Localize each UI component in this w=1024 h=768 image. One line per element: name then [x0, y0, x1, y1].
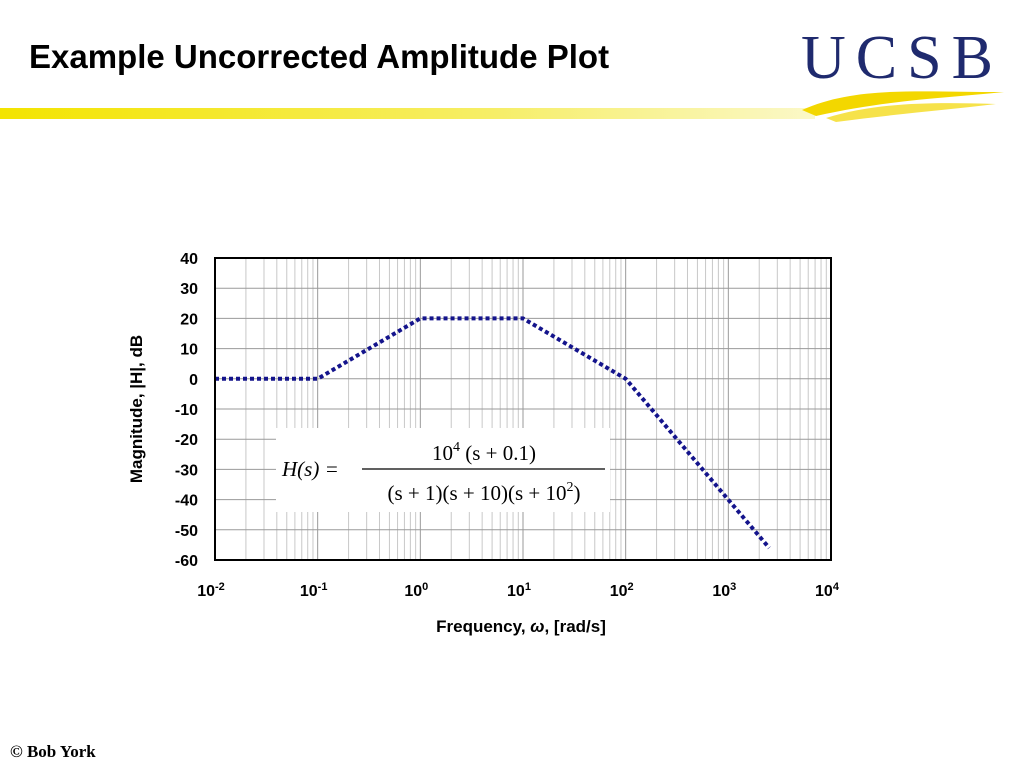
x-tick-label: 10-1: [300, 581, 328, 600]
title-underline: [0, 108, 815, 119]
y-tick-labels: 40 30 20 10 0 -10 -20 -30 -40 -50 -60: [175, 251, 198, 570]
x-tick-label: 101: [507, 581, 531, 600]
y-tick-label: 0: [189, 372, 198, 389]
x-axis-label-prefix: Frequency,: [436, 617, 530, 636]
x-tick-label: 104: [815, 581, 840, 600]
svg-text:UCSB: UCSB: [801, 24, 1003, 92]
y-tick-label: -30: [175, 462, 198, 479]
y-tick-label: 20: [180, 311, 198, 328]
y-tick-label: -10: [175, 402, 198, 419]
x-tick-label: 10-2: [197, 581, 225, 600]
x-axis-label-suffix: , [rad/s]: [544, 617, 605, 636]
y-tick-label: -50: [175, 523, 198, 540]
footer-credit: © Bob York: [10, 742, 96, 761]
equation-box: [276, 428, 610, 512]
x-tick-label: 103: [712, 581, 736, 600]
x-tick-label: 100: [404, 581, 428, 600]
y-tick-label: 10: [180, 342, 198, 359]
equation-lhs: H(s) =: [281, 457, 339, 481]
transfer-function-annotation: H(s) = 104 (s + 0.1) (s + 1)(s + 10)(s + 1…: [276, 428, 610, 512]
y-tick-label: -60: [175, 553, 198, 570]
equation-denominator: (s + 1)(s + 10)(s + 102): [387, 480, 580, 505]
y-axis-label: Magnitude, |H|, dB: [127, 335, 146, 483]
plot-frame: [214, 257, 832, 561]
x-axis-label-symbol: ω: [530, 617, 544, 636]
x-tick-labels: 10-2 10-1 100 101 102 103 104: [197, 581, 840, 600]
slide-title: Example Uncorrected Amplitude Plot: [29, 38, 610, 75]
x-axis-label: Frequency, ω, [rad/s]: [436, 617, 606, 636]
curve-layer: [215, 316, 771, 550]
x-tick-label: 102: [610, 581, 634, 600]
y-tick-label: 30: [180, 281, 198, 298]
ucsb-logo: UCSB: [801, 24, 1004, 122]
y-tick-label: -20: [175, 432, 198, 449]
y-tick-label: 40: [180, 251, 198, 268]
y-tick-label: -40: [175, 493, 198, 510]
equation-numerator: 104 (s + 0.1): [432, 440, 536, 465]
magnitude-asymptote-line: [215, 316, 771, 550]
